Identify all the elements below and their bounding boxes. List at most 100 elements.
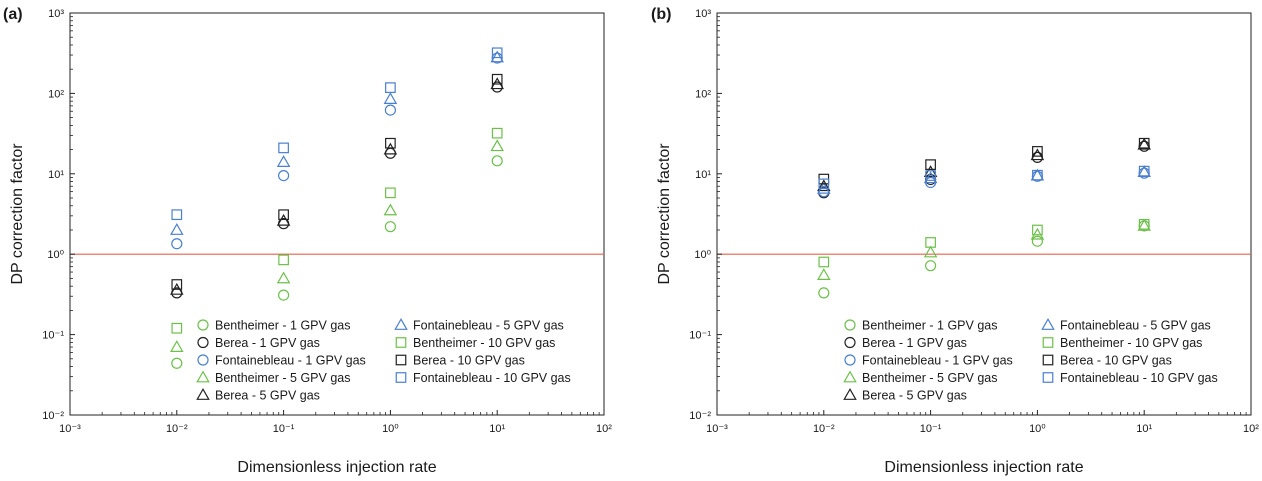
legend-marker-triangle [843, 388, 857, 400]
data-point-circle [491, 155, 503, 167]
data-point-square [925, 170, 936, 181]
data-point-square [385, 187, 396, 199]
legend-label: Berea - 10 GPV gas [413, 354, 525, 368]
x-tick-label: 10¹ [1136, 423, 1152, 435]
data-point-circle [171, 357, 183, 369]
legend-label: Fontainebleau - 10 GPV gas [1060, 371, 1218, 385]
data-point-square [1032, 224, 1043, 236]
legend-marker-circle [844, 336, 856, 349]
data-point-triangle [383, 203, 398, 216]
legend-marker-triangle [394, 318, 408, 330]
panel-a: (a) DP correction factor Dimensionless i… [3, 6, 612, 476]
legend-marker-square [395, 354, 407, 366]
legend-label: Fontainebleau - 5 GPV gas [413, 319, 564, 333]
legend-label: Bentheimer - 1 GPV gas [862, 319, 997, 333]
legend-label: Bentheimer - 5 GPV gas [215, 371, 350, 385]
y-tick-label: 10⁻² [42, 410, 64, 422]
data-point-triangle [383, 92, 398, 104]
y-tick-label: 10⁻¹ [42, 330, 64, 342]
data-point-triangle [276, 271, 291, 284]
data-point-triangle [1137, 137, 1151, 150]
data-point-square [171, 209, 183, 221]
y-tick-label: 10¹ [48, 169, 64, 181]
data-point-triangle [817, 268, 831, 280]
legend-marker-triangle [1041, 318, 1055, 330]
legend-label: Fontainebleau - 10 GPV gas [413, 371, 571, 385]
data-point-triangle [490, 50, 504, 63]
x-tick-label: 10⁻¹ [273, 423, 295, 435]
data-point-triangle [383, 142, 398, 155]
y-tick-label: 10³ [48, 8, 64, 20]
x-tick-label: 10⁻¹ [920, 423, 942, 435]
data-point-square [491, 73, 503, 85]
legend-marker-circle [844, 319, 856, 331]
legend-marker-square [395, 337, 407, 348]
data-point-square [1032, 169, 1043, 181]
x-tick-label: 10² [596, 423, 612, 435]
x-tick-label: 10⁻³ [59, 423, 81, 435]
x-tick-label: 10⁻² [166, 423, 188, 435]
y-axis-label: DP correction factor [656, 143, 673, 285]
data-point-circle [278, 169, 290, 182]
data-point-triangle [1030, 227, 1045, 240]
data-point-square [491, 47, 503, 59]
data-point-square [818, 256, 830, 268]
data-point-square [925, 159, 936, 170]
plot-frame [716, 12, 1252, 416]
data-point-square [171, 279, 183, 290]
y-tick-label: 10² [695, 88, 711, 100]
data-point-circle [384, 221, 396, 233]
legend-marker-triangle [196, 370, 210, 383]
y-tick-label: 10⁻¹ [689, 330, 711, 342]
legend-marker-square [1042, 372, 1054, 383]
panel-b: (b) DP correction factor Dimensionless i… [651, 6, 1259, 476]
legend-label: Bentheimer - 5 GPV gas [862, 371, 997, 385]
data-point-circle [1031, 151, 1044, 163]
legend-marker-circle [197, 319, 209, 331]
data-point-triangle [923, 171, 938, 184]
legend-marker-circle [197, 354, 209, 366]
x-tick-label: 10⁰ [1029, 423, 1046, 435]
x-tick-label: 10⁻³ [706, 423, 728, 435]
legend: Bentheimer - 1 GPV gas Berea - 1 GPV gas F… [196, 318, 571, 403]
data-point-square [278, 254, 289, 266]
legend-marker-square [1042, 354, 1054, 366]
x-axis-label: Dimensionless injection rate [237, 459, 436, 476]
legend-label: Berea - 1 GPV gas [862, 336, 967, 350]
y-tick-label: 10³ [695, 8, 711, 20]
y-tick-label: 10² [48, 88, 64, 100]
legend-label: Bentheimer - 10 GPV gas [413, 336, 555, 350]
data-point-triangle [276, 213, 291, 226]
data-point-circle [384, 104, 396, 116]
data-point-square [385, 82, 396, 93]
y-tick-label: 10⁻² [689, 410, 711, 422]
data-point-square [278, 209, 289, 221]
legend-label: Bentheimer - 1 GPV gas [215, 319, 350, 333]
data-point-square [818, 178, 830, 190]
legend-marker-triangle [843, 370, 857, 383]
legend-marker-square [395, 372, 407, 383]
legend-label: Fontainebleau - 1 GPV gas [862, 354, 1013, 368]
plot-frame [69, 12, 605, 416]
data-point-square [171, 322, 183, 334]
data-point-triangle [923, 245, 938, 258]
legend-label: Bentheimer - 10 GPV gas [1060, 336, 1202, 350]
x-tick-label: 10⁻² [813, 423, 835, 435]
legend-label: Berea - 10 GPV gas [1060, 354, 1172, 368]
x-tick-label: 10⁰ [382, 423, 399, 435]
legend-marker-circle [844, 354, 856, 366]
y-axis-label: DP correction factor [9, 143, 26, 285]
legend-label: Berea - 1 GPV gas [215, 336, 320, 350]
legend-label: Berea - 5 GPV gas [862, 389, 967, 403]
data-point-circle [1031, 235, 1044, 247]
data-point-triangle [490, 139, 504, 152]
x-tick-label: 10² [1243, 423, 1259, 435]
legend-label: Berea - 5 GPV gas [215, 389, 320, 403]
legend-marker-circle [197, 336, 209, 349]
y-tick-label: 10⁰ [47, 249, 64, 261]
y-tick-label: 10¹ [695, 169, 711, 181]
legend-marker-square [1042, 337, 1054, 348]
panel-label: (b) [651, 6, 671, 23]
y-tick-label: 10⁰ [694, 249, 711, 261]
